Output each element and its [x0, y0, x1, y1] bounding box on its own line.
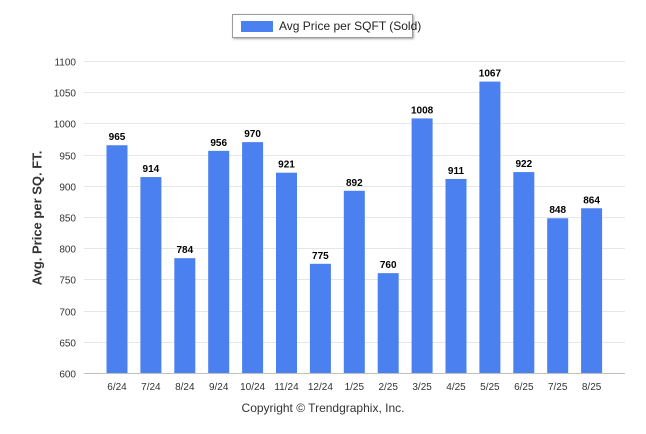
y-tick-label: 600 — [59, 370, 76, 381]
x-tick-labels: 6/24 7/24 8/24 9/24 10/24 11/24 12/24 1/25 2/25 3… — [107, 382, 602, 393]
data-label: 1067 — [479, 69, 502, 80]
data-label: 970 — [244, 129, 261, 140]
x-tick-label: 10/24 — [240, 382, 265, 393]
x-tick-label: 7/25 — [548, 382, 568, 393]
bar — [377, 273, 399, 373]
data-label: 914 — [143, 164, 160, 175]
bar — [411, 118, 433, 374]
legend-swatch — [241, 21, 273, 32]
x-tick-label: 5/25 — [480, 382, 500, 393]
bar — [276, 172, 297, 373]
data-label: 1008 — [411, 105, 434, 116]
legend[interactable]: Avg Price per SQFT (Sold) — [232, 14, 421, 38]
y-tick-label: 800 — [59, 245, 76, 256]
bar — [547, 218, 569, 373]
x-tick-label: 8/25 — [582, 382, 602, 393]
data-label: 921 — [278, 160, 295, 171]
y-tick-label: 850 — [59, 214, 76, 225]
data-label: 775 — [312, 251, 329, 262]
data-label: 760 — [380, 260, 397, 271]
data-label: 965 — [109, 132, 126, 143]
data-labels: 965 914 784 956 970 921 775 892 760 1008 911 1067 92… — [109, 69, 601, 272]
y-tick-label: 1050 — [54, 89, 77, 100]
x-tick-label: 9/24 — [209, 382, 229, 393]
bar — [242, 142, 264, 373]
bar — [479, 81, 501, 373]
data-label: 864 — [583, 195, 600, 206]
y-axis-label: Avg. Price per SQ. FT. — [29, 150, 45, 286]
data-label: 911 — [448, 166, 465, 177]
data-label: 784 — [176, 245, 193, 256]
bar — [208, 150, 230, 373]
x-tick-label: 1/25 — [345, 382, 365, 393]
bars — [106, 81, 603, 374]
data-label: 922 — [515, 159, 532, 170]
bar — [445, 178, 467, 373]
bar — [343, 190, 365, 373]
x-tick-label: 6/24 — [107, 382, 127, 393]
bar — [174, 258, 196, 373]
copyright-footer: Copyright © Trendgraphix, Inc. — [241, 401, 405, 415]
x-tick-label: 8/24 — [175, 382, 195, 393]
y-tick-label: 1000 — [54, 120, 77, 131]
legend-label: Avg Price per SQFT (Sold) — [279, 19, 422, 33]
bar — [309, 263, 331, 373]
y-tick-labels: 600 650 700 750 800 850 900 950 1000 1050 1100 — [54, 58, 77, 381]
x-tick-label: 3/25 — [412, 382, 432, 393]
y-tick-label: 700 — [59, 308, 76, 319]
data-label: 956 — [210, 138, 227, 149]
data-label: 892 — [346, 178, 363, 189]
y-tick-label: 750 — [59, 276, 76, 287]
y-tick-label: 1100 — [54, 58, 76, 69]
y-tick-label: 900 — [59, 183, 76, 194]
bar — [513, 172, 535, 373]
x-tick-label: 4/25 — [446, 382, 466, 393]
x-tick-label: 2/25 — [378, 382, 398, 393]
x-tick-label: 12/24 — [308, 382, 333, 393]
bar — [140, 177, 162, 373]
x-tick-label: 11/24 — [274, 382, 299, 393]
y-tick-label: 650 — [59, 339, 76, 350]
bar — [581, 208, 603, 373]
bar — [106, 145, 128, 373]
x-tick-label: 7/24 — [141, 382, 161, 393]
y-tick-label: 950 — [59, 152, 76, 163]
x-tick-label: 6/25 — [514, 382, 534, 393]
data-label: 848 — [549, 205, 566, 216]
